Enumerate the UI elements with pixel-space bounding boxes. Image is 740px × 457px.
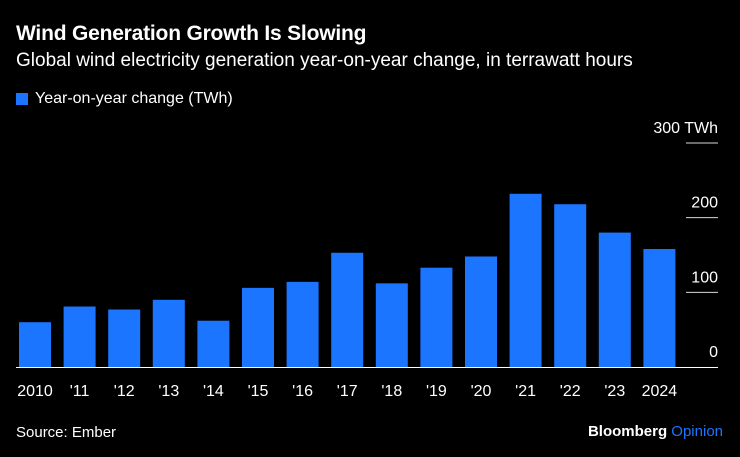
bar xyxy=(375,283,408,367)
bar xyxy=(108,309,141,367)
brand-logo: Bloomberg Opinion xyxy=(588,423,723,440)
brand-suffix: Opinion xyxy=(671,423,723,440)
x-tick-label: '13 xyxy=(158,383,179,400)
bar xyxy=(19,322,51,367)
x-tick-label: '18 xyxy=(381,383,402,400)
legend: Year-on-year change (TWh) xyxy=(16,90,233,108)
chart-subtitle: Global wind electricity generation year-… xyxy=(16,50,633,71)
bar xyxy=(465,256,497,367)
brand-name: Bloomberg xyxy=(587,423,668,440)
bar xyxy=(643,249,676,367)
x-tick-label: 2024 xyxy=(642,383,678,400)
x-tick-label: '22 xyxy=(560,383,581,400)
x-tick-label: '17 xyxy=(337,383,358,400)
legend-label: Year-on-year change (TWh) xyxy=(35,90,233,107)
x-tick-label: '11 xyxy=(70,383,90,400)
chart-title: Wind Generation Growth Is Slowing xyxy=(16,22,367,45)
x-tick-label: '23 xyxy=(604,383,625,400)
x-tick-label: '15 xyxy=(248,383,269,400)
x-tick-label: '12 xyxy=(114,383,135,400)
legend-swatch xyxy=(16,93,28,105)
bar xyxy=(197,320,230,367)
bar xyxy=(242,287,274,367)
bar xyxy=(286,281,319,367)
x-tick-label: '19 xyxy=(426,383,447,400)
bar xyxy=(331,252,364,367)
bar xyxy=(509,193,542,367)
bar xyxy=(554,204,587,367)
bar xyxy=(420,267,453,367)
x-tick-label: '21 xyxy=(515,383,536,400)
y-tick-label: 300 TWh xyxy=(653,120,718,137)
bar xyxy=(63,306,96,367)
y-tick-label: 0 xyxy=(709,344,718,361)
x-tick-label: 2010 xyxy=(17,383,53,400)
x-tick-label: '14 xyxy=(203,383,224,400)
source-note: Source: Ember xyxy=(16,424,117,441)
bar xyxy=(598,232,631,367)
x-tick-label: '20 xyxy=(471,383,492,400)
y-tick-label: 200 xyxy=(691,195,718,212)
bar xyxy=(152,299,185,367)
y-tick-label: 100 xyxy=(691,269,718,286)
x-tick-label: '16 xyxy=(292,383,313,400)
